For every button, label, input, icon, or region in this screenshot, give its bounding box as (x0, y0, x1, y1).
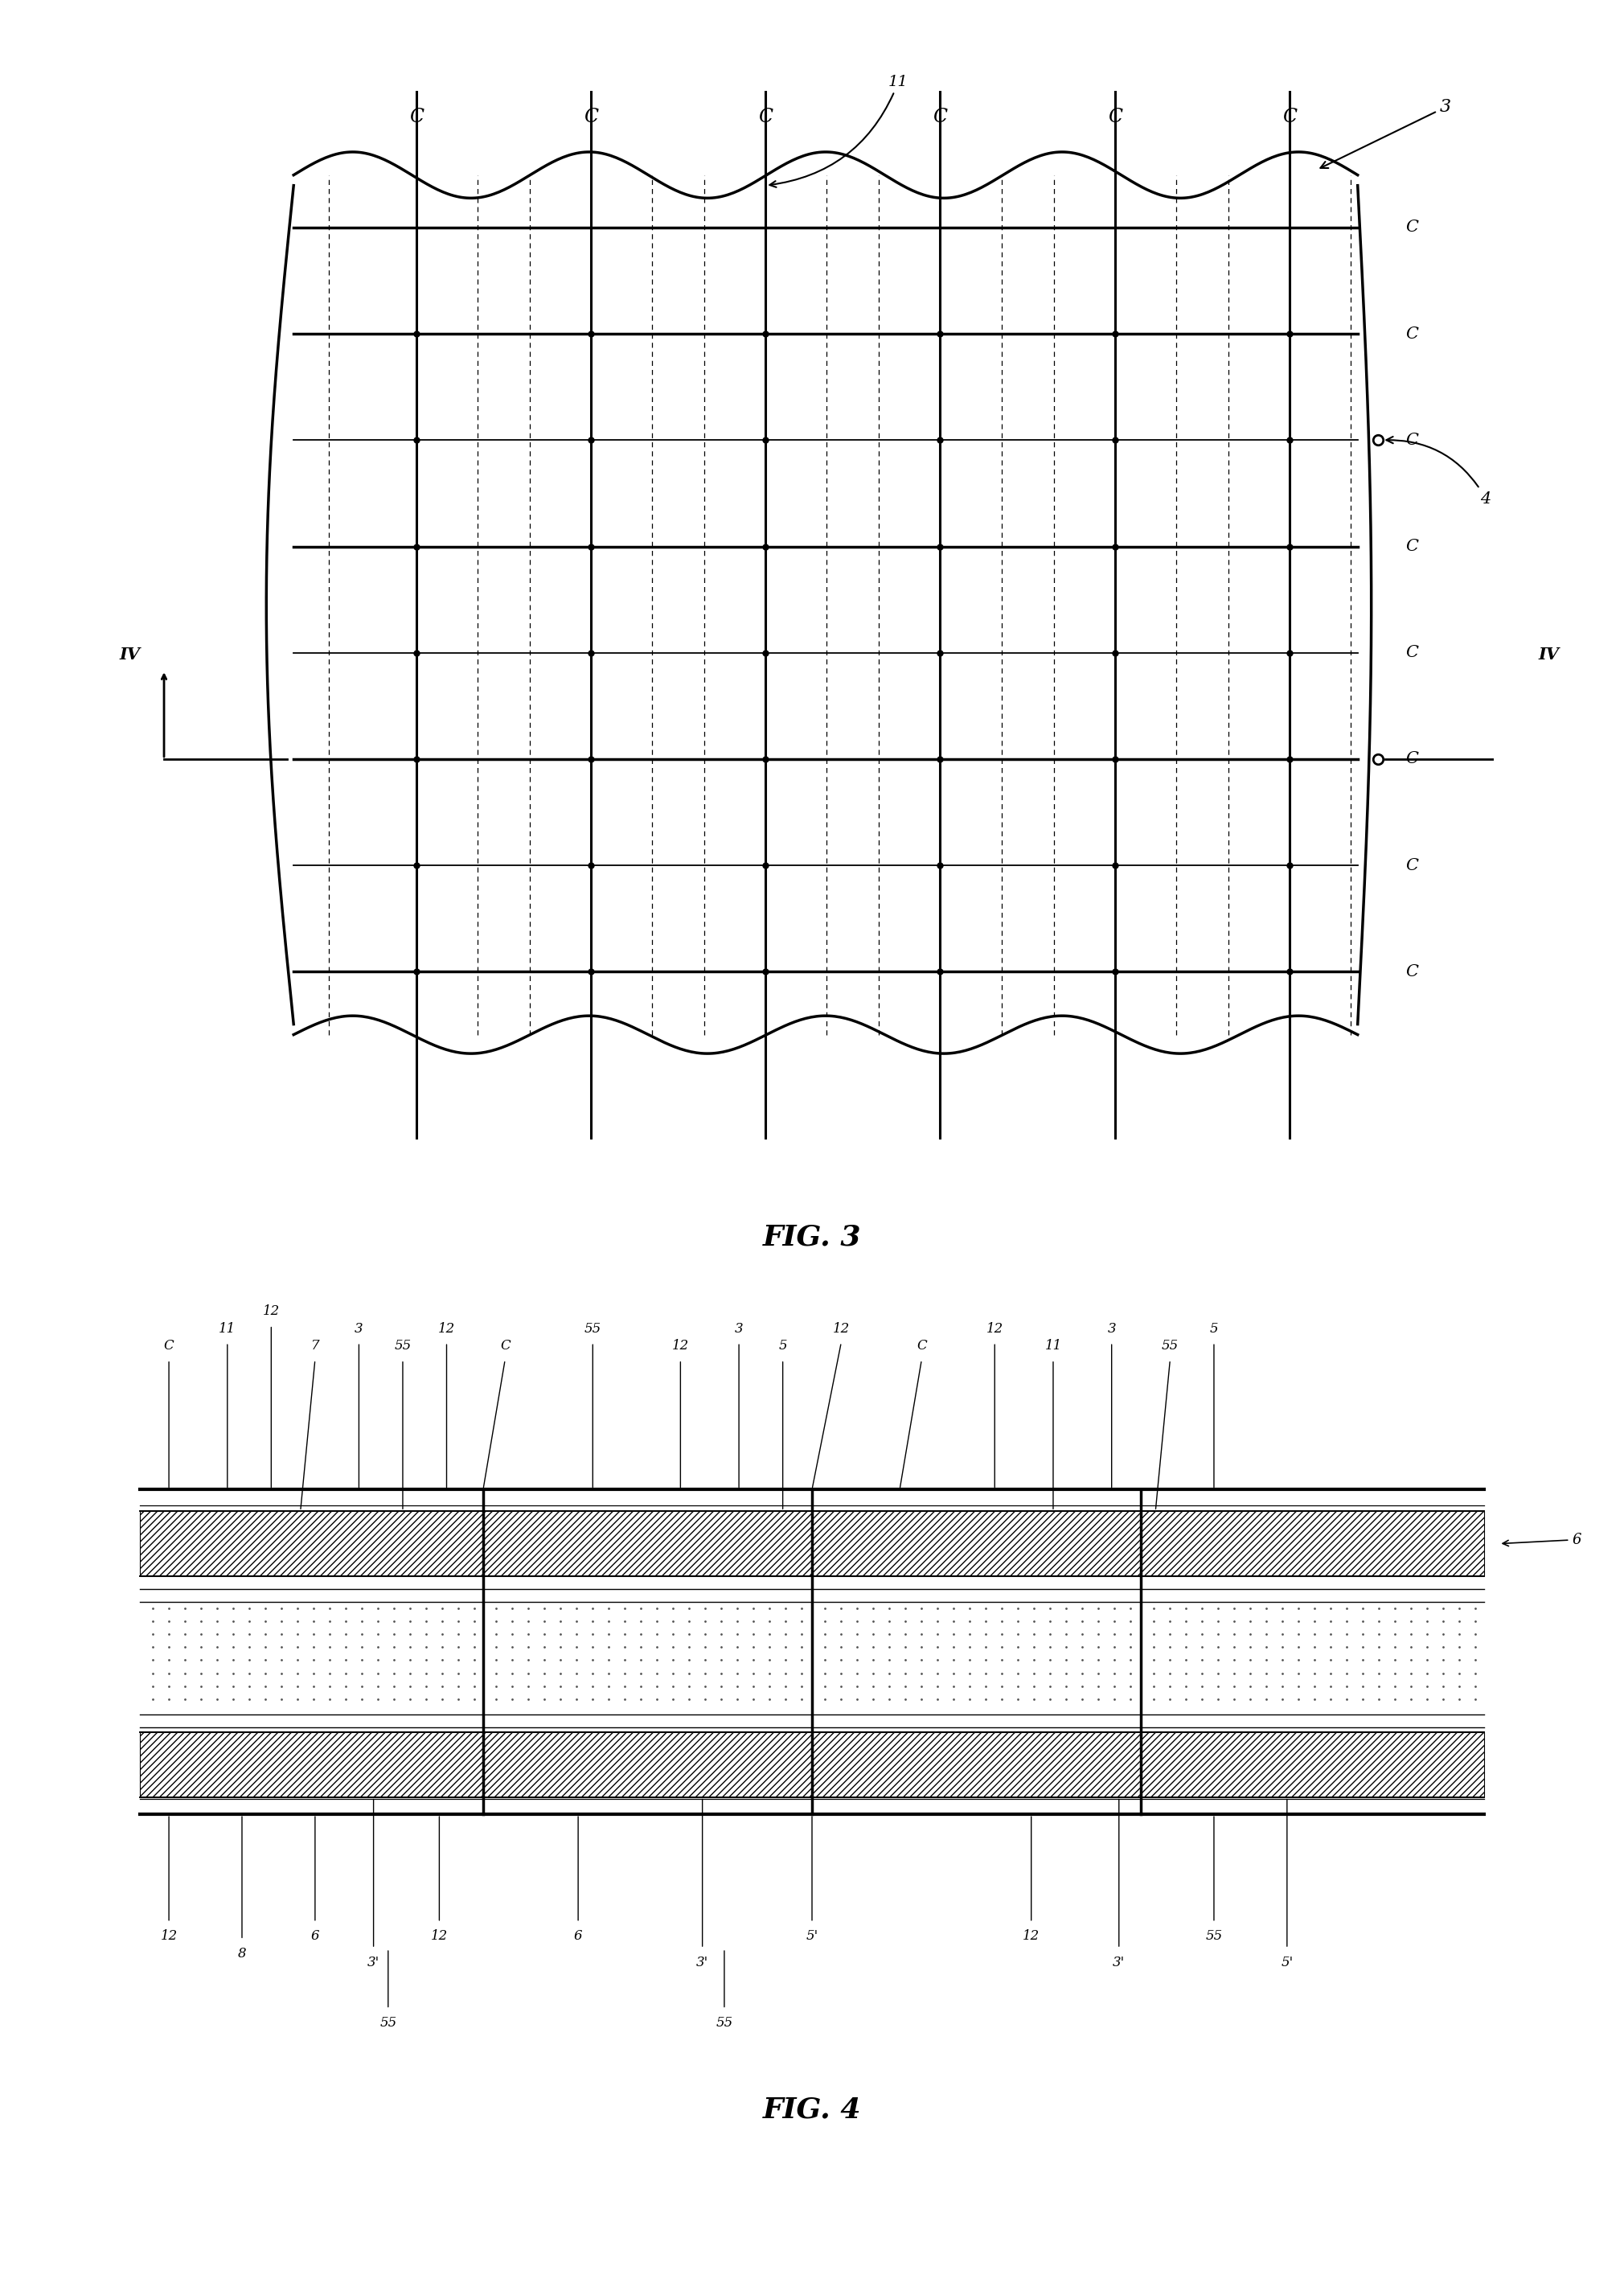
Text: 3': 3' (367, 1955, 380, 1969)
Text: 3: 3 (1320, 98, 1450, 169)
Text: 3: 3 (1108, 1322, 1116, 1335)
Text: C: C (932, 107, 947, 128)
Text: 7: 7 (310, 1340, 320, 1354)
Text: C: C (500, 1340, 510, 1354)
Text: C: C (1108, 107, 1122, 128)
Text: 5: 5 (778, 1340, 788, 1354)
Text: C: C (1405, 219, 1418, 235)
Text: C: C (164, 1340, 174, 1354)
Text: 12: 12 (161, 1930, 177, 1944)
Text: 55: 55 (1205, 1930, 1223, 1944)
Text: 11: 11 (1044, 1340, 1062, 1354)
Text: C: C (916, 1340, 927, 1354)
Text: 11: 11 (219, 1322, 235, 1335)
Text: 11: 11 (770, 75, 908, 187)
Text: 12: 12 (1023, 1930, 1039, 1944)
Text: C: C (1405, 645, 1418, 661)
Text: C: C (1405, 433, 1418, 447)
Text: 3: 3 (354, 1322, 364, 1335)
Text: C: C (1405, 964, 1418, 980)
Text: 5': 5' (1281, 1955, 1293, 1969)
Text: 55: 55 (1161, 1340, 1179, 1354)
Text: 6: 6 (1502, 1531, 1582, 1547)
Text: IV: IV (120, 647, 140, 663)
Text: C: C (758, 107, 773, 128)
Text: 3': 3' (1112, 1955, 1125, 1969)
Bar (484, 1732, 812, 1796)
Text: C: C (1405, 538, 1418, 554)
Text: 3: 3 (734, 1322, 744, 1335)
Text: 55: 55 (585, 1322, 601, 1335)
Text: C: C (583, 107, 598, 128)
Bar (484, 1511, 812, 1577)
Text: 4: 4 (1387, 438, 1491, 506)
Text: 12: 12 (430, 1930, 448, 1944)
Text: C: C (409, 107, 424, 128)
Text: 3': 3' (697, 1955, 708, 1969)
Text: 6: 6 (573, 1930, 583, 1944)
Text: 55: 55 (395, 1340, 411, 1354)
Text: IV: IV (1538, 647, 1559, 663)
Bar (1142, 1732, 1484, 1796)
Text: 12: 12 (672, 1340, 689, 1354)
Text: 5': 5' (806, 1930, 818, 1944)
Bar (812, 1511, 1142, 1577)
Text: C: C (1283, 107, 1296, 128)
Text: C: C (1405, 326, 1418, 342)
Text: 55: 55 (380, 2017, 396, 2031)
Text: 8: 8 (237, 1946, 247, 1960)
Text: 12: 12 (438, 1322, 455, 1335)
Bar (140, 1511, 484, 1577)
Text: FIG. 3: FIG. 3 (763, 1224, 861, 1251)
Text: 5: 5 (1210, 1322, 1218, 1335)
Text: 12: 12 (833, 1322, 849, 1335)
Text: C: C (1405, 857, 1418, 873)
Text: 55: 55 (716, 2017, 732, 2031)
Bar (812, 1732, 1142, 1796)
Text: C: C (1405, 752, 1418, 766)
Bar (140, 1732, 484, 1796)
Text: 6: 6 (310, 1930, 320, 1944)
Bar (1142, 1511, 1484, 1577)
Text: 12: 12 (263, 1304, 279, 1317)
Text: FIG. 4: FIG. 4 (763, 2097, 861, 2124)
Text: 12: 12 (986, 1322, 1004, 1335)
